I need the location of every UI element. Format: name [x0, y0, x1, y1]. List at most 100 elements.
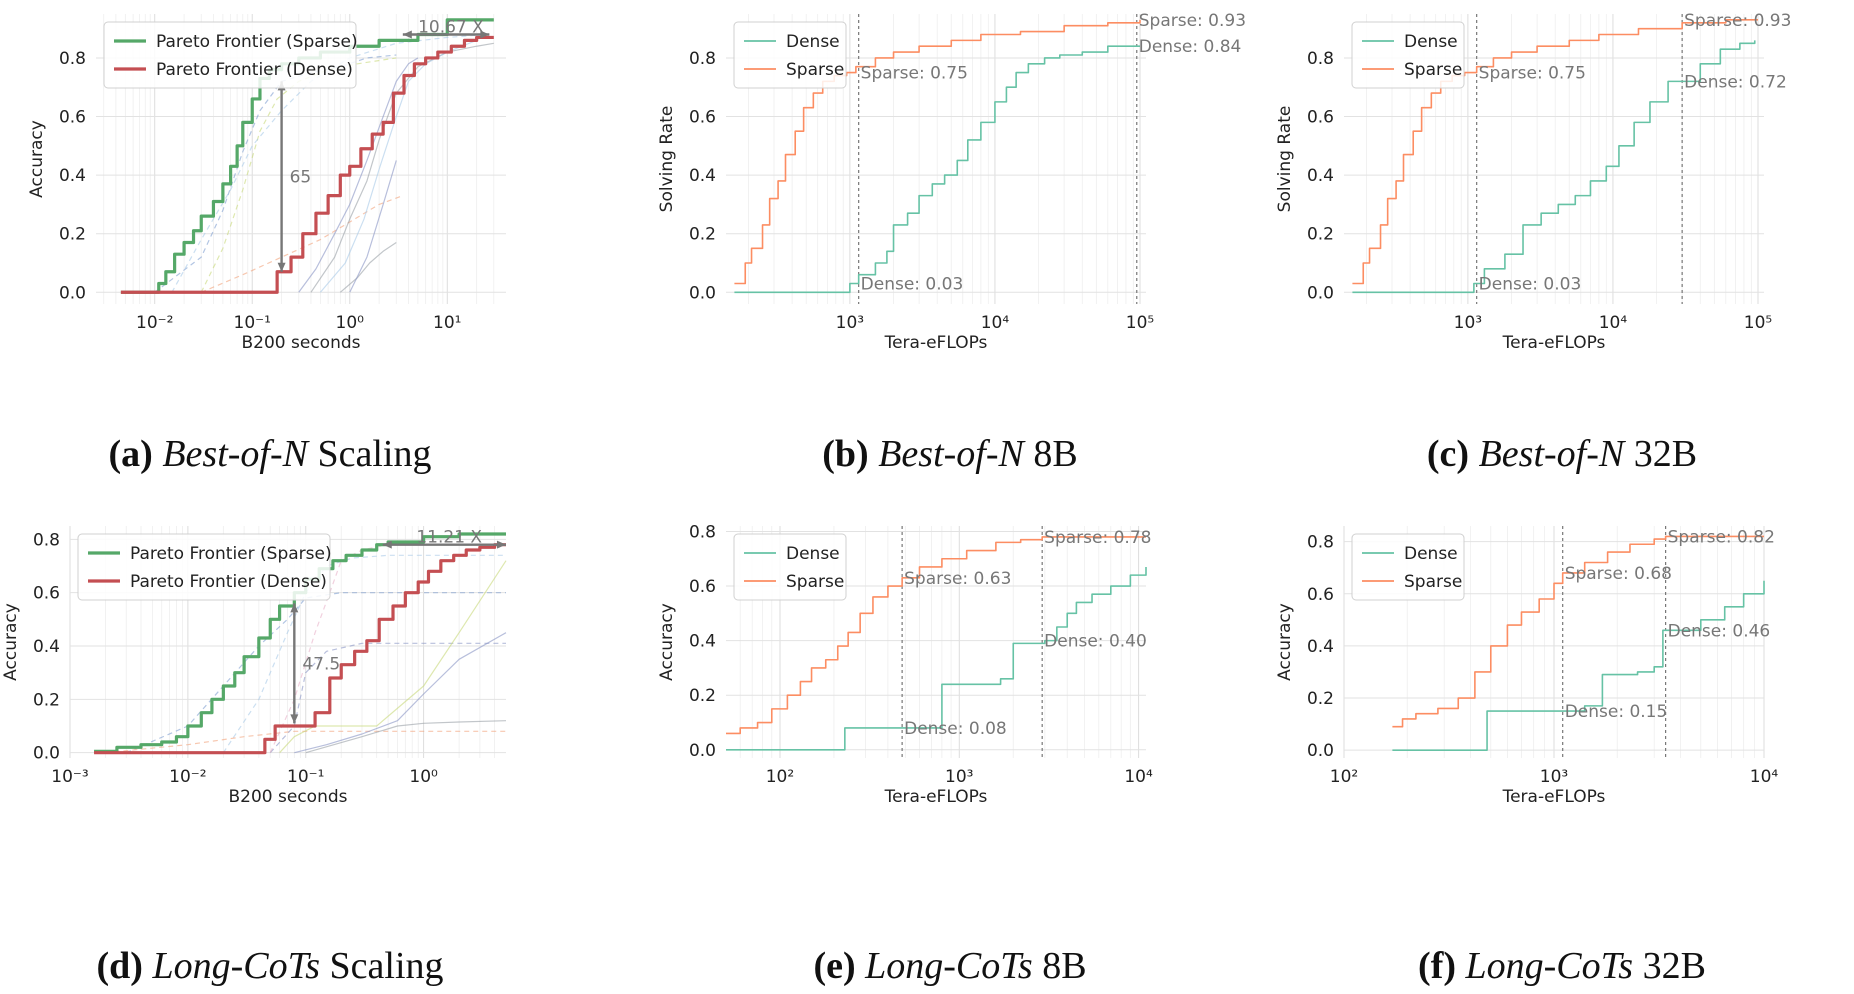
- x-axis-label: Tera-eFLOPs: [1502, 333, 1606, 353]
- y-tick-label: 0.0: [1307, 741, 1334, 761]
- y-tick-label: 0.6: [689, 577, 716, 597]
- caption-letter: (d): [96, 945, 143, 987]
- caption-a: (a) Best-of-N Scaling: [0, 432, 540, 476]
- annotation-label: Dense: 0.40: [1044, 632, 1147, 652]
- legend-entry: Dense: [786, 32, 840, 52]
- arrow-head: [402, 30, 412, 39]
- annotation-label: 65: [290, 168, 312, 188]
- caption-letter: (c): [1426, 433, 1470, 475]
- series-line-pareto-frontier-dense-: [94, 543, 506, 755]
- y-tick-label: 0.2: [59, 225, 86, 245]
- arrow-head: [290, 603, 299, 613]
- annotation-label: Sparse: 0.75: [861, 64, 968, 84]
- y-tick-label: 0.8: [59, 49, 86, 69]
- x-tick-label: 10⁴: [1750, 767, 1779, 787]
- chart-panel-e: Sparse: 0.63 Dense: 0.08 Sparse: 0.78 Dense…: [618, 514, 1236, 934]
- x-tick-label: 10⁻²: [169, 767, 206, 787]
- chart-d: 47.5 11.21 X 0.0 0.2 0.4 0.6 0.8 10⁻³ 10⁻² 10⁻¹ 10…: [1, 526, 507, 807]
- caption-method: Best-of-N: [878, 433, 1024, 475]
- annotation-label: Sparse: 0.75: [1479, 64, 1586, 84]
- annotation-label: 11.21 X: [416, 528, 482, 548]
- y-tick-label: 0.4: [33, 637, 60, 657]
- x-tick-label: 10³: [1454, 313, 1482, 333]
- annotation-label: Dense: 0.08: [904, 719, 1007, 739]
- y-tick-label: 0.2: [1307, 225, 1334, 245]
- y-tick-label: 0.6: [689, 108, 716, 128]
- x-tick-label: 10⁻³: [51, 767, 88, 787]
- x-axis-label: Tera-eFLOPs: [1502, 787, 1606, 807]
- series-line-candidate: [298, 57, 419, 293]
- x-tick-label: 10⁻¹: [234, 313, 271, 333]
- arrow-head: [480, 30, 490, 39]
- x-tick-label: 10²: [766, 767, 794, 787]
- chart-f: Sparse: 0.68 Dense: 0.15 Sparse: 0.82 Dense…: [1275, 526, 1779, 807]
- caption-letter: (e): [813, 945, 856, 987]
- annotation-label: Sparse: 0.82: [1668, 527, 1775, 547]
- y-tick-label: 0.4: [59, 166, 86, 186]
- series-line-candidate: [349, 160, 397, 293]
- x-tick-label: 10¹: [433, 313, 461, 333]
- y-tick-label: 0.4: [1307, 637, 1334, 657]
- annotation-label: Dense: 0.03: [1479, 274, 1582, 294]
- chart-c: Sparse: 0.75 Dense: 0.03 Sparse: 0.93 Dense…: [1275, 11, 1791, 353]
- arrow-head: [277, 262, 286, 272]
- y-tick-label: 0.0: [59, 283, 86, 303]
- y-tick-label: 0.8: [689, 522, 716, 542]
- annotation-label: Sparse: 0.78: [1044, 528, 1151, 548]
- series-line-candidate: [105, 730, 506, 754]
- series-line-dense: [726, 566, 1147, 751]
- chart-panel-f: Sparse: 0.68 Dense: 0.15 Sparse: 0.82 Dense…: [1236, 514, 1854, 934]
- series-line-pareto-frontier-dense-: [120, 35, 494, 294]
- caption-e: (e) Long-CoTs 8B: [670, 944, 1230, 988]
- y-tick-label: 0.6: [1307, 585, 1334, 605]
- legend-box: [1351, 533, 1465, 601]
- y-tick-label: 0.2: [33, 690, 60, 710]
- legend-box: [733, 533, 847, 601]
- x-tick-label: 10³: [836, 313, 864, 333]
- series-line-candidate: [269, 544, 506, 753]
- series-line-candidate: [310, 42, 494, 293]
- caption-letter: (a): [108, 433, 153, 475]
- legend-box: [1351, 21, 1465, 89]
- arrow-head: [382, 540, 392, 549]
- y-tick-label: 0.0: [689, 741, 716, 761]
- series-line-candidate: [222, 554, 506, 753]
- annotation-label: Sparse: 0.93: [1139, 11, 1246, 31]
- annotation-label: 47.5: [302, 654, 340, 674]
- arrow-head: [497, 540, 506, 549]
- y-tick-label: 0.6: [33, 584, 60, 604]
- legend-entry: Pareto Frontier (Dense): [130, 572, 327, 592]
- legend-entry: Sparse: [786, 60, 844, 80]
- legend: Dense Sparse: [1351, 21, 1465, 89]
- x-tick-label: 10⁵: [1126, 313, 1154, 333]
- caption-f: (f) Long-CoTs 32B: [1282, 944, 1842, 988]
- series-line-candidate: [279, 560, 507, 754]
- chart-panel-a: 65 10.67 X 0.0 0.2 0.4 0.6 0.8 10⁻² 10⁻¹ 10⁰ 10¹ B2…: [0, 0, 618, 420]
- x-tick-label: 10⁰: [409, 767, 438, 787]
- caption-c: (c) Best-of-N 32B: [1282, 432, 1842, 476]
- x-tick-label: 10⁴: [1124, 767, 1153, 787]
- y-axis-label: Accuracy: [27, 120, 47, 198]
- y-tick-label: 0.8: [1307, 533, 1334, 553]
- series-line-pareto-frontier-sparse-: [94, 532, 506, 753]
- x-tick-label: 10⁰: [336, 313, 365, 333]
- series-line-candidate: [305, 720, 507, 754]
- legend-entry: Sparse: [1404, 60, 1462, 80]
- caption-rest: Scaling: [329, 945, 444, 987]
- caption-method: Long-CoTs: [1465, 945, 1634, 987]
- x-tick-label: 10⁻¹: [287, 767, 324, 787]
- y-tick-label: 0.0: [33, 744, 60, 764]
- y-axis-label: Accuracy: [657, 603, 677, 681]
- legend-entry: Dense: [1404, 544, 1458, 564]
- caption-rest: 32B: [1642, 945, 1706, 987]
- y-axis-label: Solving Rate: [657, 106, 677, 213]
- caption-d: (d) Long-CoTs Scaling: [0, 944, 540, 988]
- x-tick-label: 10³: [945, 767, 973, 787]
- legend: Dense Sparse: [1351, 533, 1465, 601]
- annotation-label: Dense: 0.03: [861, 274, 964, 294]
- y-tick-label: 0.4: [689, 632, 716, 652]
- chart-panel-c: Sparse: 0.75 Dense: 0.03 Sparse: 0.93 Dense…: [1236, 0, 1854, 420]
- y-tick-label: 0.8: [33, 530, 60, 550]
- legend: Pareto Frontier (Sparse) Pareto Frontier …: [103, 21, 358, 89]
- legend-box: [77, 533, 331, 601]
